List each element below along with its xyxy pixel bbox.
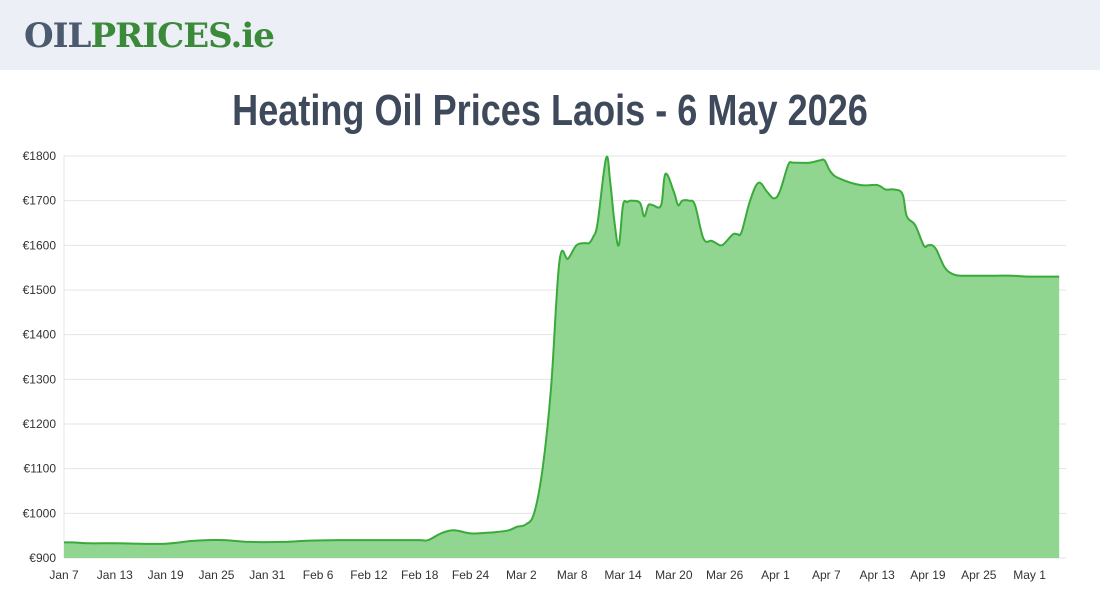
y-tick-label: €1100 (24, 462, 57, 476)
chart-title: Heating Oil Prices Laois - 6 May 2026 (232, 86, 868, 135)
site-logo[interactable]: OILPRICES.ie (24, 16, 275, 56)
y-tick-label: €1300 (23, 372, 57, 386)
y-tick-label: €1500 (23, 283, 57, 297)
x-tick-label: Feb 18 (401, 568, 439, 582)
price-series-line (63, 155, 1060, 545)
x-tick-label: Jan 13 (97, 568, 133, 582)
x-tick-label: Apr 25 (961, 568, 997, 582)
x-tick-label: Feb 12 (350, 568, 388, 582)
y-tick-label: €1400 (23, 328, 57, 342)
x-axis-ticks: Jan 7 Jan 13 Jan 19 Jan 25 Jan 31 Feb 6 Feb 12… (49, 568, 1046, 582)
x-tick-label: Jan 7 (49, 568, 79, 582)
x-tick-label: Mar 26 (706, 568, 744, 582)
y-tick-label: €1200 (23, 417, 57, 431)
y-tick-label: €1600 (23, 238, 57, 252)
site-header (0, 0, 1100, 70)
logo-part-oil: OIL (24, 16, 91, 56)
y-tick-label: €900 (29, 551, 56, 565)
x-tick-label: Apr 13 (859, 568, 895, 582)
x-tick-label: Mar 2 (506, 568, 537, 582)
x-tick-label: Feb 24 (452, 568, 490, 582)
x-tick-label: Mar 20 (655, 568, 693, 582)
y-tick-label: €1800 (23, 149, 57, 163)
x-tick-label: Feb 6 (303, 568, 334, 582)
y-tick-label: €1000 (23, 506, 57, 520)
price-area-fill (64, 156, 1060, 558)
x-tick-label: Apr 7 (812, 568, 841, 582)
y-tick-label: €1700 (23, 194, 57, 208)
x-tick-label: Apr 19 (910, 568, 946, 582)
logo-part-prices: PRICES.ie (90, 16, 274, 56)
x-tick-label: Jan 31 (249, 568, 285, 582)
x-tick-label: Mar 8 (557, 568, 588, 582)
x-tick-label: Jan 25 (198, 568, 234, 582)
x-tick-label: Mar 14 (604, 568, 642, 582)
x-tick-label: May 1 (1013, 568, 1046, 582)
x-tick-label: Jan 19 (148, 568, 184, 582)
y-axis-ticks: €1800 €1700 €1600 €1500 €1400 €1300 €1200 €1100… (23, 149, 57, 565)
x-tick-label: Apr 1 (761, 568, 790, 582)
